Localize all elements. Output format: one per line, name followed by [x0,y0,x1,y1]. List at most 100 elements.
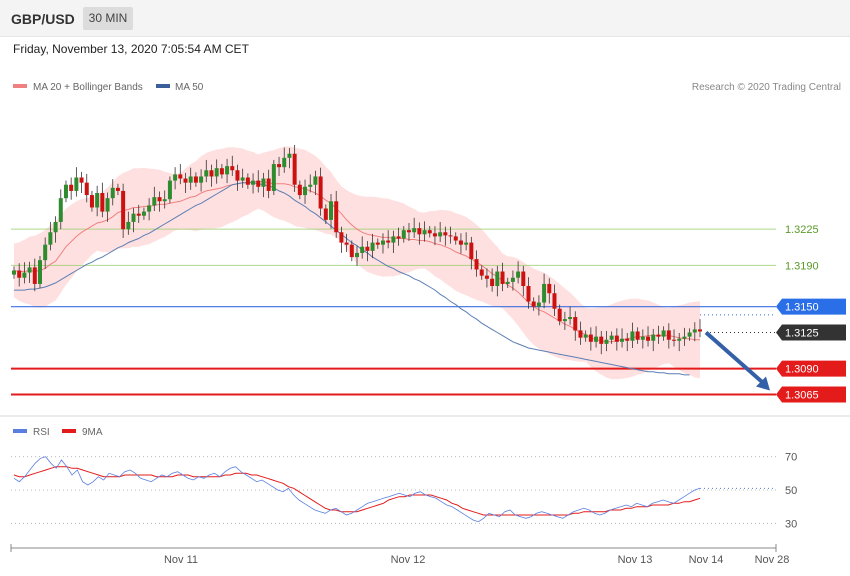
candle-body [396,236,401,239]
rsi-panel: 70 50 30 [11,452,797,530]
candle-body [360,246,365,253]
candle-body [282,157,287,168]
candle-body [79,177,84,183]
candle-body [256,180,261,187]
candle-body [115,187,120,191]
chart-header: GBP/USD 30 MIN [0,0,850,37]
candle-body [271,164,276,191]
candle-body [453,236,458,241]
level-label-1.3225: 1.3225 [785,224,819,236]
candle-body [380,240,385,245]
candle-body [287,153,292,158]
candle-body [448,235,453,237]
candle-body [656,334,661,337]
candle-body [355,252,359,258]
candle-body [401,230,406,239]
candle-body [230,166,235,171]
candle-body [152,197,157,206]
candle-body [17,270,22,278]
candle-body [458,240,463,245]
candle-body [131,213,136,222]
level-labels: 1.3225 1.3190 1.3150 1.3125 1.3090 1.3065 [776,224,846,403]
rsi-legend-swatch [13,429,27,433]
date-label: Friday, November 13, 2020 7:05:54 AM CET [13,42,249,56]
candle-body [297,184,302,196]
candle-body [204,170,209,177]
time-label-2: Nov 13 [618,554,653,566]
rsi-ma-line [13,466,701,516]
candle-body [370,242,375,251]
projection-arrow-head [756,376,770,391]
level-tag-1.3150 [776,298,846,315]
candle-body [292,153,297,185]
candle-body [599,336,604,344]
level-lines [11,228,776,396]
candle-body [277,164,282,168]
candle-body [235,170,240,181]
candle-body [542,283,547,303]
candle-body [12,270,16,275]
candle-body [37,260,42,284]
candle-body [167,180,172,200]
candle-body [225,166,230,175]
candle-body [209,170,214,177]
candle-body [661,330,666,337]
candle-body [625,338,630,341]
candle-body [178,174,183,179]
candle-body [443,232,448,236]
candle-body [391,236,396,243]
candle-body [677,338,682,341]
candle-body [193,176,198,183]
candle-body [578,330,583,338]
candle-body [573,317,578,331]
level-label-1.3065: 1.3065 [785,390,819,402]
candle-body [422,230,427,235]
candle-body [630,331,635,341]
time-label-0: Nov 11 [164,554,198,566]
candle-body [22,272,27,278]
candle-body [495,271,500,286]
candle-body [308,184,313,187]
candle-body [687,332,692,337]
candle-body [63,184,68,199]
candle-body [48,232,53,245]
candle-body [245,177,250,185]
candle-body [614,335,619,342]
rsi-ma-legend-label: 9MA [82,427,103,438]
candle-body [594,336,599,342]
candle-body [672,339,677,341]
candle-body [406,230,411,233]
candle-body [100,193,105,212]
timeframe-button[interactable]: 30 MIN [83,7,133,30]
candle-body [666,330,671,340]
candle-body [84,182,89,196]
candle-body [432,233,437,237]
candle-body [266,178,271,191]
candle-body [464,242,469,245]
ma20-legend-swatch [13,84,27,88]
candle-body [692,329,697,333]
candle-body [110,187,115,199]
candle-body [562,319,567,322]
time-label-3: Nov 14 [689,554,724,566]
candle-body [646,336,651,341]
candle-body [121,190,126,230]
candle-body [74,177,79,191]
candle-body [521,271,526,286]
candle-body [412,228,417,233]
candle-body [157,197,162,202]
candle-body [568,317,573,320]
level-tag-1.3065 [776,386,846,403]
candle-body [261,178,266,187]
candle-body [95,193,100,208]
candle-body [183,178,188,183]
candle-body [510,277,515,282]
time-label-1: Nov 12 [391,554,426,566]
candle-body [318,176,323,209]
rsi-legend-label: RSI [33,427,50,438]
candle-body [89,195,94,208]
candle-body [240,177,245,181]
candle-body [303,186,308,196]
candle-body [682,336,687,339]
candle-body [141,211,146,216]
